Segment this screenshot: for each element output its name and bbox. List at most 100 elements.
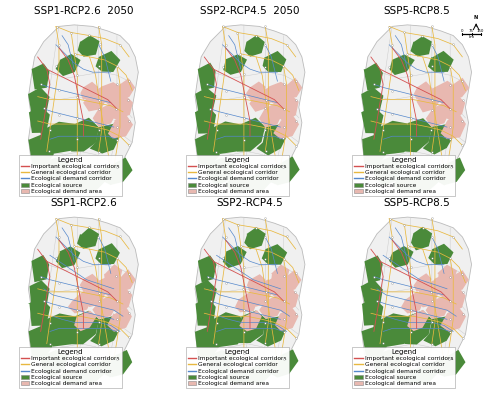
Polygon shape [59,175,90,191]
Polygon shape [275,307,298,331]
Polygon shape [250,170,272,192]
Polygon shape [374,313,414,347]
Polygon shape [410,36,432,56]
Polygon shape [401,292,425,314]
Polygon shape [247,274,266,293]
Polygon shape [250,88,274,112]
Text: 0: 0 [461,29,464,33]
Polygon shape [84,279,108,303]
Polygon shape [244,35,264,57]
Polygon shape [274,115,299,139]
Polygon shape [195,88,216,112]
Polygon shape [92,295,118,319]
Polygon shape [195,132,220,167]
Polygon shape [416,87,442,112]
Polygon shape [256,316,286,347]
Polygon shape [207,350,234,377]
Polygon shape [195,217,305,385]
Polygon shape [432,356,457,376]
Polygon shape [109,286,132,312]
Polygon shape [428,244,454,265]
Polygon shape [195,325,220,359]
Polygon shape [411,227,432,250]
Polygon shape [98,356,124,377]
Polygon shape [416,362,437,384]
Polygon shape [440,114,466,139]
Polygon shape [441,285,466,312]
Title: SSP2-RCP4.5: SSP2-RCP4.5 [216,198,284,208]
Polygon shape [450,270,469,292]
Polygon shape [83,170,105,191]
Legend: Important ecological corridors, General ecological corridor, Ecological demand c: Important ecological corridors, General … [352,347,455,388]
Polygon shape [389,246,413,268]
Polygon shape [104,264,122,289]
Polygon shape [235,292,259,312]
Polygon shape [195,25,305,193]
Polygon shape [390,55,415,75]
Polygon shape [278,349,298,378]
Polygon shape [98,164,123,185]
Title: SSP5-RCP8.5: SSP5-RCP8.5 [383,198,450,208]
Polygon shape [195,280,217,304]
Title: SSP2-RCP4.5  2050: SSP2-RCP4.5 2050 [200,6,300,16]
Polygon shape [68,291,93,314]
Polygon shape [362,217,472,385]
Legend: Important ecological corridors, General ecological corridor, Ecological demand c: Important ecological corridors, General … [186,154,288,196]
Polygon shape [240,310,262,331]
Polygon shape [392,369,422,383]
Polygon shape [28,87,50,112]
Polygon shape [262,244,287,265]
Polygon shape [90,316,120,346]
Polygon shape [117,78,135,100]
Polygon shape [206,312,248,347]
Polygon shape [244,227,266,249]
Polygon shape [250,279,274,305]
Polygon shape [223,246,246,268]
Polygon shape [374,157,402,186]
Polygon shape [414,81,432,100]
Polygon shape [374,350,401,377]
Polygon shape [438,264,457,289]
Polygon shape [29,106,50,133]
Polygon shape [416,170,438,191]
Polygon shape [40,314,80,347]
Polygon shape [268,82,290,106]
Polygon shape [440,308,466,332]
Polygon shape [444,158,465,185]
Legend: Important ecological corridors, General ecological corridor, Ecological demand c: Important ecological corridors, General … [186,347,288,388]
Polygon shape [268,274,290,299]
Polygon shape [422,124,454,154]
Polygon shape [417,286,438,307]
Title: SSP5-RCP8.5: SSP5-RCP8.5 [383,6,450,16]
Polygon shape [77,228,99,249]
Polygon shape [360,279,383,304]
Polygon shape [283,78,302,99]
Polygon shape [28,325,52,360]
Text: 75: 75 [469,29,474,33]
Polygon shape [80,82,98,100]
Polygon shape [426,296,450,319]
Polygon shape [56,246,80,268]
Polygon shape [28,297,50,326]
Polygon shape [440,94,465,120]
Polygon shape [107,307,132,332]
Polygon shape [362,88,384,113]
Polygon shape [207,158,235,186]
Text: km: km [468,35,474,39]
Polygon shape [71,311,99,344]
Polygon shape [29,280,50,305]
Polygon shape [262,51,286,72]
Polygon shape [108,115,133,138]
Polygon shape [90,124,120,154]
Polygon shape [238,310,266,343]
Polygon shape [110,158,132,185]
Polygon shape [96,243,120,264]
Title: SSP1-RCP2.6  2050: SSP1-RCP2.6 2050 [34,6,133,16]
Polygon shape [237,118,265,152]
Polygon shape [194,297,216,326]
Polygon shape [198,255,216,283]
Polygon shape [278,156,299,185]
Polygon shape [83,286,106,307]
Polygon shape [28,217,138,385]
Polygon shape [364,255,382,283]
